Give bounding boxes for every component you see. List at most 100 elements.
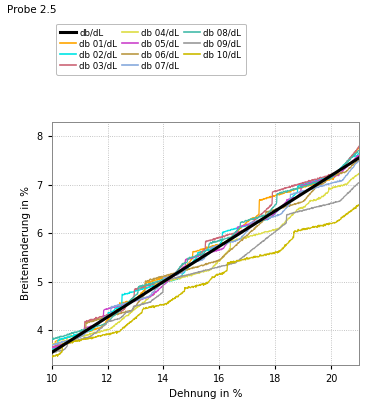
db 04/dL	[68, 338, 73, 343]
db 05/dL	[228, 237, 232, 241]
db 02/dL	[357, 151, 361, 156]
db 09/dL	[236, 258, 241, 263]
db 10/dL	[228, 260, 233, 265]
Line: db/dL: db/dL	[52, 158, 359, 352]
db 04/dL	[236, 237, 240, 242]
db 03/dL	[283, 185, 287, 190]
db 07/dL	[245, 228, 250, 233]
db 02/dL	[314, 178, 319, 183]
Line: db 03/dL: db 03/dL	[52, 146, 359, 347]
db 08/dL	[246, 218, 250, 223]
db 09/dL	[228, 262, 233, 266]
Line: db 10/dL: db 10/dL	[52, 205, 359, 357]
db 09/dL	[246, 251, 250, 256]
db 01/dL	[246, 219, 250, 224]
db 10/dL	[50, 354, 54, 359]
db 05/dL	[68, 340, 73, 345]
db 09/dL	[356, 180, 361, 185]
db 07/dL	[68, 337, 73, 342]
db 10/dL	[236, 259, 241, 264]
db 08/dL	[283, 189, 287, 194]
db 04/dL	[314, 197, 319, 202]
db 06/dL	[50, 349, 54, 354]
db 01/dL	[314, 181, 319, 186]
db 01/dL	[236, 228, 241, 233]
db 03/dL	[314, 177, 319, 182]
db 09/dL	[50, 350, 54, 355]
db 10/dL	[283, 242, 287, 247]
db 05/dL	[357, 153, 361, 158]
db 01/dL	[283, 190, 287, 195]
Line: db 06/dL: db 06/dL	[52, 160, 359, 351]
Line: db 04/dL: db 04/dL	[52, 173, 359, 345]
db 09/dL	[357, 180, 361, 185]
db 03/dL	[53, 345, 57, 350]
db 05/dL	[50, 345, 54, 350]
db/dL	[68, 338, 73, 343]
db 01/dL	[69, 334, 73, 339]
db 04/dL	[357, 172, 361, 177]
db 08/dL	[50, 336, 54, 341]
db 05/dL	[356, 153, 361, 158]
db 05/dL	[245, 222, 250, 227]
db 09/dL	[50, 350, 54, 355]
db 02/dL	[69, 334, 73, 339]
db 07/dL	[228, 240, 232, 245]
db 04/dL	[50, 343, 54, 348]
db 10/dL	[357, 202, 361, 207]
db 02/dL	[50, 347, 54, 352]
db 06/dL	[357, 158, 361, 163]
db 07/dL	[314, 185, 319, 190]
db 03/dL	[50, 344, 54, 349]
db 06/dL	[69, 338, 73, 343]
db 03/dL	[228, 232, 233, 237]
db 01/dL	[50, 348, 54, 353]
db/dL	[50, 350, 54, 355]
db 06/dL	[50, 348, 54, 353]
db 10/dL	[50, 354, 54, 359]
db 08/dL	[357, 148, 361, 153]
db 08/dL	[356, 148, 361, 153]
db 02/dL	[228, 227, 233, 232]
db 04/dL	[283, 220, 287, 225]
db 02/dL	[246, 223, 250, 228]
db 08/dL	[314, 180, 319, 185]
Line: db 09/dL: db 09/dL	[52, 183, 359, 353]
db 08/dL	[236, 226, 241, 231]
Line: db 02/dL: db 02/dL	[52, 153, 359, 350]
db 03/dL	[69, 339, 73, 344]
db 10/dL	[314, 224, 319, 229]
db 01/dL	[50, 349, 55, 354]
db 06/dL	[314, 183, 319, 188]
Y-axis label: Breitenänderung in %: Breitenänderung in %	[21, 186, 31, 300]
db 07/dL	[283, 207, 287, 212]
db/dL	[283, 202, 287, 207]
Line: db 07/dL: db 07/dL	[52, 161, 359, 345]
db 07/dL	[357, 159, 361, 164]
db 01/dL	[356, 145, 361, 150]
db 06/dL	[246, 232, 250, 237]
db/dL	[228, 237, 232, 242]
db 02/dL	[236, 225, 241, 230]
Line: db 01/dL: db 01/dL	[52, 147, 359, 352]
db 03/dL	[246, 224, 250, 229]
db 06/dL	[236, 241, 241, 245]
db 07/dL	[50, 343, 54, 347]
X-axis label: Dehnung in %: Dehnung in %	[169, 389, 242, 399]
Legend: db/dL, db 01/dL, db 02/dL, db 03/dL, db 04/dL, db 05/dL, db 06/dL, db 07/dL, db : db/dL, db 01/dL, db 02/dL, db 03/dL, db …	[56, 24, 246, 75]
db 09/dL	[283, 222, 287, 226]
Text: Probe 2.5: Probe 2.5	[7, 5, 57, 15]
db 06/dL	[228, 248, 233, 253]
db 05/dL	[283, 201, 287, 206]
db 01/dL	[357, 145, 361, 150]
db/dL	[357, 156, 361, 160]
db 07/dL	[236, 237, 240, 242]
db 09/dL	[69, 339, 73, 344]
db/dL	[245, 226, 250, 231]
db 09/dL	[314, 204, 319, 209]
db 01/dL	[228, 235, 233, 240]
db 02/dL	[283, 202, 287, 207]
db/dL	[236, 232, 240, 237]
db 03/dL	[236, 229, 241, 234]
db 04/dL	[245, 234, 250, 239]
